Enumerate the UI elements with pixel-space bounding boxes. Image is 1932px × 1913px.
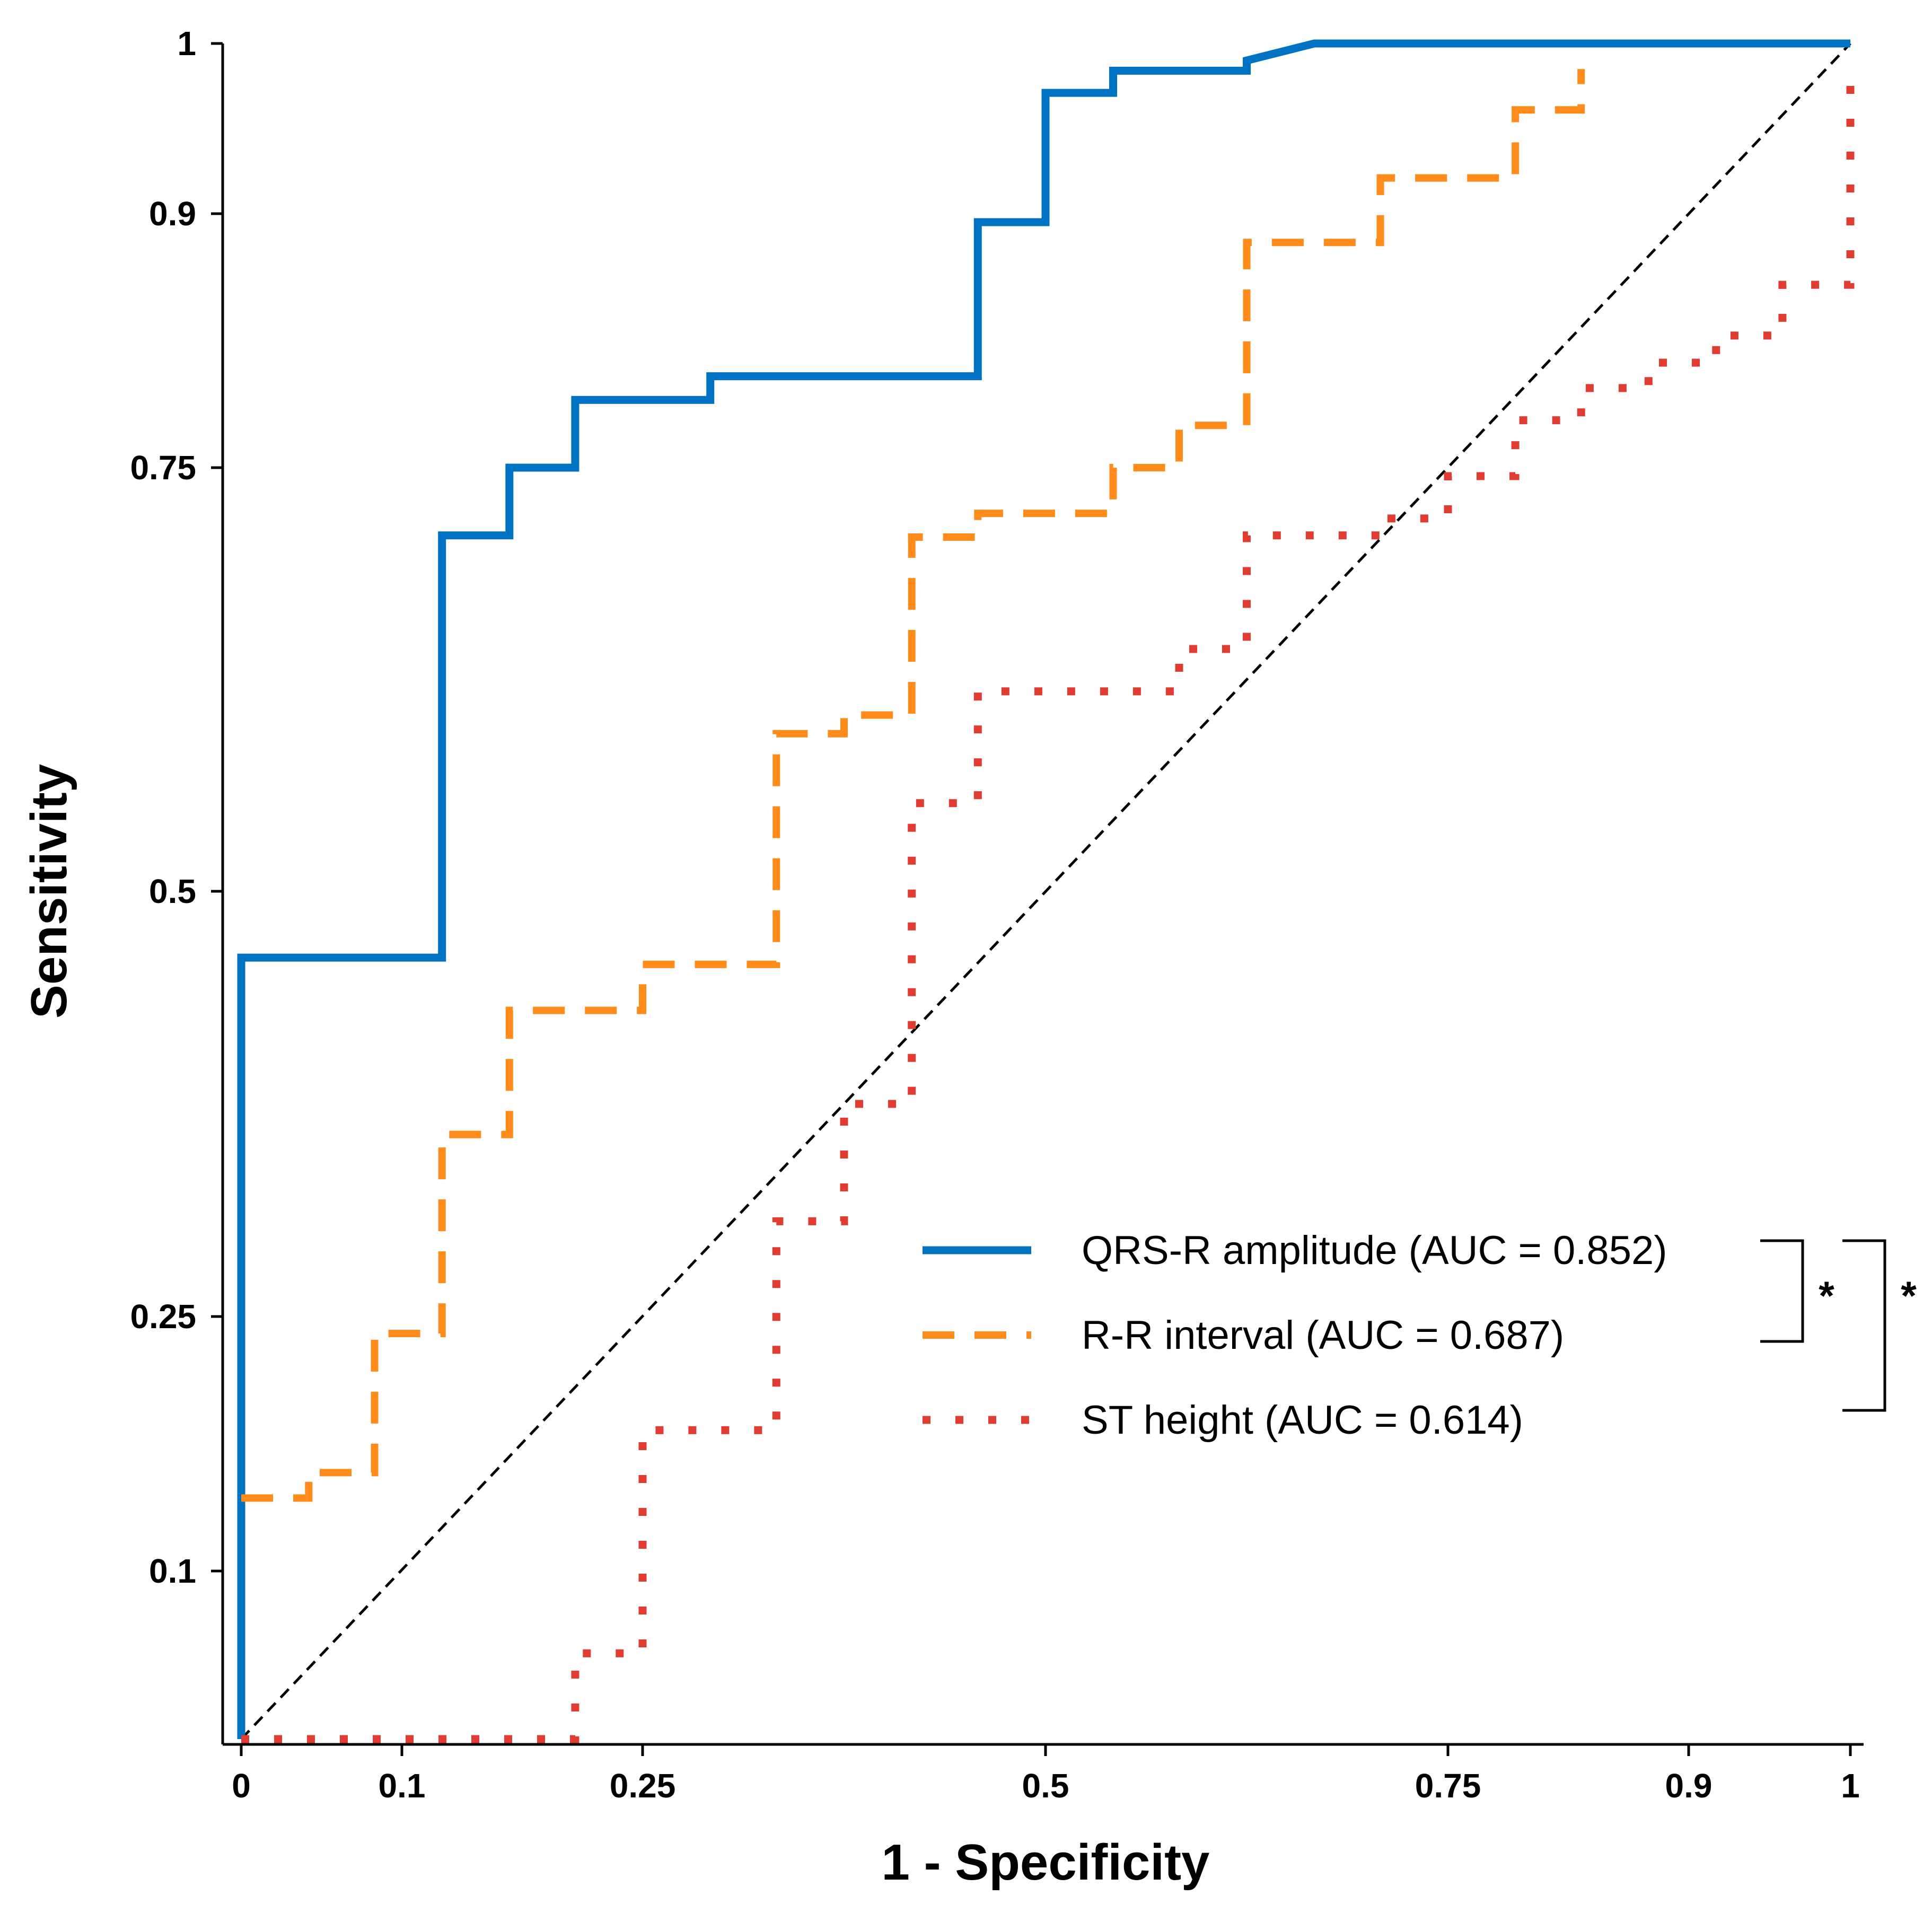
significance-star: * bbox=[1901, 1274, 1917, 1319]
series-line-qrs-r-amplitude bbox=[237, 39, 1850, 1739]
x-tick-label: 0.75 bbox=[1415, 1767, 1481, 1805]
x-tick-label: 0.25 bbox=[610, 1767, 676, 1805]
axes-layer bbox=[221, 43, 1864, 1746]
y-tick-label: 0.25 bbox=[130, 1297, 196, 1336]
y-tick-label: 0.9 bbox=[149, 195, 196, 233]
legend: QRS-R amplitude (AUC = 0.852) R-R interva… bbox=[923, 1228, 1667, 1443]
legend-label: QRS-R amplitude (AUC = 0.852) bbox=[1082, 1228, 1667, 1273]
x-tick-label: 0.1 bbox=[379, 1767, 426, 1805]
y-ticks: 0.1 0.25 0.5 0.75 0.9 1 bbox=[130, 24, 223, 1590]
y-tick-label: 0.75 bbox=[130, 449, 196, 487]
y-axis-title: Sensitivity bbox=[21, 764, 77, 1019]
legend-label: R-R interval (AUC = 0.687) bbox=[1082, 1313, 1564, 1358]
significance-brackets: * * bbox=[1760, 1239, 1917, 1412]
x-tick-label: 1 bbox=[1841, 1767, 1860, 1805]
legend-label: ST height (AUC = 0.614) bbox=[1082, 1398, 1523, 1443]
y-tick-label: 0.5 bbox=[149, 872, 196, 910]
x-tick-label: 0.9 bbox=[1665, 1767, 1713, 1805]
series-layer bbox=[237, 39, 1855, 1743]
y-tick-label: 0.1 bbox=[149, 1552, 196, 1590]
x-tick-label: 0.5 bbox=[1022, 1767, 1069, 1805]
legend-auc: (AUC = 0.687) bbox=[1305, 1313, 1564, 1358]
significance-bracket bbox=[1842, 1239, 1886, 1412]
legend-auc: (AUC = 0.614) bbox=[1264, 1398, 1523, 1443]
y-tick-label: 1 bbox=[177, 24, 196, 63]
x-axis-title: 1 - Specificity bbox=[882, 1834, 1210, 1891]
legend-auc: (AUC = 0.852) bbox=[1409, 1228, 1667, 1273]
significance-star: * bbox=[1819, 1274, 1834, 1319]
x-ticks: 0 0.1 0.25 0.5 0.75 0.9 1 bbox=[232, 1744, 1860, 1805]
x-tick-label: 0 bbox=[232, 1767, 251, 1805]
significance-bracket bbox=[1760, 1239, 1804, 1343]
reference-layer bbox=[240, 42, 1851, 1740]
reference-diagonal bbox=[240, 42, 1851, 1740]
